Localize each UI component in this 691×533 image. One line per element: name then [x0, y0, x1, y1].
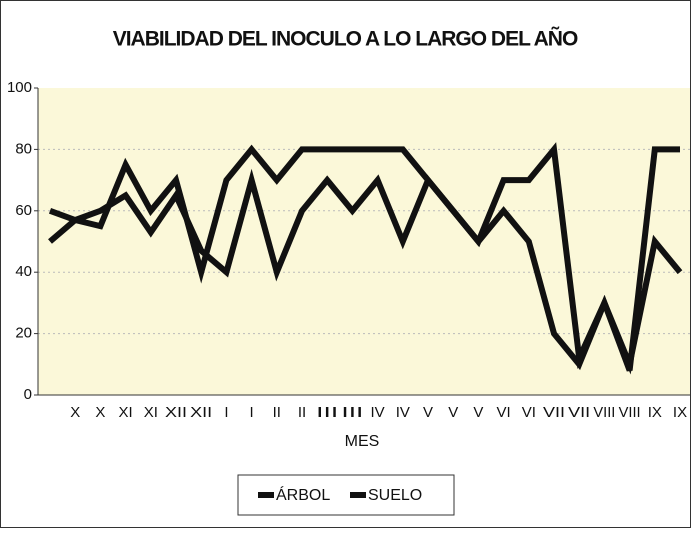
x-tick-label: XI — [144, 404, 158, 421]
x-tick-label: VII — [543, 404, 565, 421]
x-tick-label: VIII — [593, 404, 615, 421]
x-tick-label: IV — [371, 404, 385, 421]
legend-label: SUELO — [368, 487, 422, 504]
x-tick-label: II — [273, 404, 281, 421]
x-tick-label: VII — [568, 404, 590, 421]
x-tick-label: IX — [673, 404, 687, 421]
x-tick-label: X — [95, 404, 105, 421]
y-tick-label: 100 — [7, 79, 32, 96]
x-tick-label: X — [70, 404, 80, 421]
x-tick-label: V — [423, 404, 433, 421]
plot-area — [38, 88, 690, 395]
x-tick-label: IV — [396, 404, 410, 421]
x-tick-label: II — [298, 404, 306, 421]
legend-label: ÁRBOL — [276, 485, 330, 504]
y-tick-label: 80 — [15, 140, 32, 157]
x-tick-label: VI — [522, 404, 536, 421]
x-tick-label: VI — [497, 404, 511, 421]
x-tick-label: IX — [648, 404, 662, 421]
legend-swatch — [350, 492, 366, 498]
y-tick-label: 0 — [24, 386, 32, 403]
x-tick-label: VIII — [619, 404, 641, 421]
y-tick-label: 20 — [15, 325, 32, 342]
y-tick-label: 40 — [15, 263, 32, 280]
y-tick-label: 60 — [15, 202, 32, 219]
x-tick-label: III — [341, 404, 363, 421]
x-axis-title: MES — [345, 433, 380, 450]
x-tick-label: V — [448, 404, 458, 421]
line-series — [48, 168, 683, 375]
x-tick-label: I — [224, 404, 228, 421]
legend-swatch — [258, 492, 274, 498]
x-tick-label: V — [473, 404, 483, 421]
x-tick-label: XII — [190, 404, 212, 421]
x-tick-label: XII — [165, 404, 187, 421]
chart-title: VIABILIDAD DEL INOCULO A LO LARGO DEL AÑ… — [113, 28, 578, 51]
x-tick-label: I — [250, 404, 254, 421]
line-series — [48, 142, 680, 372]
x-tick-label: III — [316, 404, 338, 421]
x-tick-label: XI — [119, 404, 133, 421]
